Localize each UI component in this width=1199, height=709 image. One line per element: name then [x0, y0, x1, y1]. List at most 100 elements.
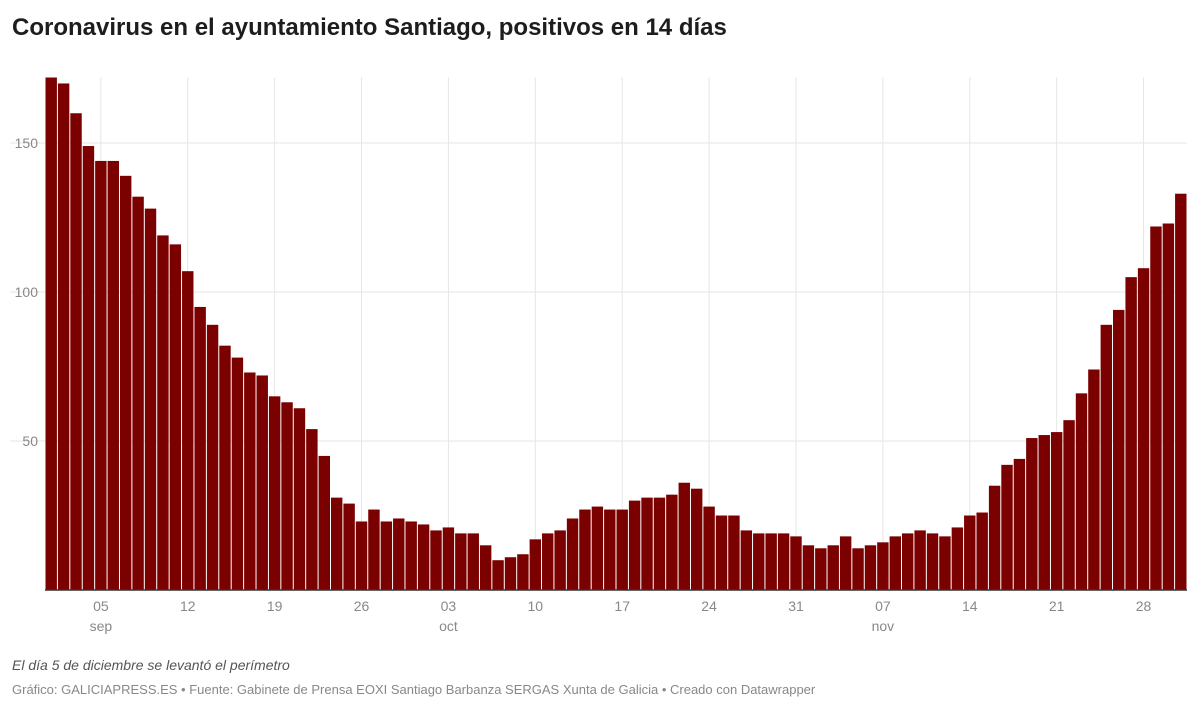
bar — [852, 548, 864, 590]
bar — [144, 208, 157, 590]
bar — [1125, 277, 1137, 590]
bar — [678, 482, 690, 590]
bar — [380, 521, 393, 590]
bar — [206, 324, 219, 590]
bar — [119, 175, 132, 590]
bar — [542, 533, 554, 590]
bar — [715, 515, 728, 590]
bar — [157, 235, 169, 590]
x-month-label: sep — [90, 618, 113, 634]
bar — [641, 497, 653, 590]
bar — [740, 530, 753, 590]
bar — [777, 533, 790, 590]
x-tick-label: 28 — [1136, 598, 1152, 614]
bar — [393, 518, 405, 590]
bar — [504, 557, 517, 590]
bar — [343, 503, 355, 590]
bar — [1162, 223, 1175, 590]
bar — [939, 536, 951, 590]
y-tick-label: 150 — [15, 135, 39, 151]
chart-credits: Gráfico: GALICIAPRESS.ES • Fuente: Gabin… — [12, 682, 816, 697]
chart-title: Coronavirus en el ayuntamiento Santiago,… — [12, 14, 727, 41]
bar — [790, 536, 802, 590]
x-tick-label: 31 — [788, 598, 804, 614]
bar — [591, 506, 604, 590]
bar — [1038, 435, 1050, 590]
bar — [70, 113, 82, 591]
bar — [827, 545, 839, 590]
bar — [219, 345, 231, 590]
x-month-label: nov — [872, 618, 895, 634]
bar — [182, 271, 194, 590]
bar — [976, 512, 988, 590]
bar — [1150, 226, 1162, 591]
bar — [368, 509, 380, 590]
bar — [653, 497, 666, 590]
bar — [1026, 438, 1038, 590]
bar — [889, 536, 901, 590]
bar — [554, 530, 566, 590]
bar — [951, 527, 964, 590]
x-tick-label: 17 — [614, 598, 630, 614]
bar — [604, 509, 616, 590]
bar-chart: 05 sep 12 19 26 03 oct 10 17 24 31 07 nov 14 21 28 50 100… — [10, 77, 1187, 634]
bar — [318, 455, 330, 590]
bar — [1113, 309, 1125, 590]
bar — [1050, 432, 1063, 590]
bar — [405, 521, 417, 590]
x-tick-label: 07 — [875, 598, 891, 614]
bar — [256, 375, 268, 590]
x-tick-label: 19 — [267, 598, 283, 614]
bar — [107, 160, 119, 590]
bar — [839, 536, 852, 590]
bar — [802, 545, 815, 590]
x-tick-label: 10 — [528, 598, 544, 614]
bar — [579, 509, 591, 590]
bar — [169, 244, 182, 590]
bar — [293, 408, 306, 590]
bar — [728, 515, 740, 590]
bar — [57, 83, 70, 591]
bar — [82, 146, 95, 590]
x-tick-label: 14 — [962, 598, 978, 614]
bar — [1175, 193, 1187, 590]
bar — [95, 160, 107, 590]
x-tick-label: 26 — [354, 598, 370, 614]
bar — [815, 548, 827, 590]
bar — [430, 530, 442, 590]
bar — [902, 533, 914, 590]
bar — [864, 545, 877, 590]
bar — [616, 509, 628, 590]
bar — [244, 372, 256, 590]
bar — [1075, 393, 1088, 590]
bar — [988, 485, 1001, 590]
bar — [765, 533, 777, 590]
x-tick-label: 12 — [180, 598, 196, 614]
x-tick-label: 21 — [1049, 598, 1065, 614]
bar — [45, 77, 57, 590]
bar — [306, 429, 318, 590]
bar — [194, 306, 206, 590]
bar — [1013, 458, 1026, 590]
bar — [1001, 464, 1013, 590]
bar — [281, 402, 293, 590]
bar — [268, 396, 281, 590]
x-tick-label: 05 — [93, 598, 109, 614]
bar — [690, 488, 703, 590]
bar — [877, 542, 889, 590]
bar — [231, 357, 244, 590]
x-tick-label: 03 — [441, 598, 457, 614]
x-month-label: oct — [439, 618, 458, 634]
bar — [517, 554, 529, 590]
y-tick-label: 50 — [22, 433, 38, 449]
chart-note: El día 5 de diciembre se levantó el perí… — [12, 657, 290, 673]
bar — [417, 524, 430, 590]
bar — [132, 196, 144, 591]
bar — [442, 527, 455, 590]
bar — [914, 530, 926, 590]
bar — [355, 521, 368, 590]
bar — [753, 533, 765, 590]
bar — [492, 560, 504, 590]
bar — [566, 518, 579, 590]
bar — [529, 539, 542, 590]
